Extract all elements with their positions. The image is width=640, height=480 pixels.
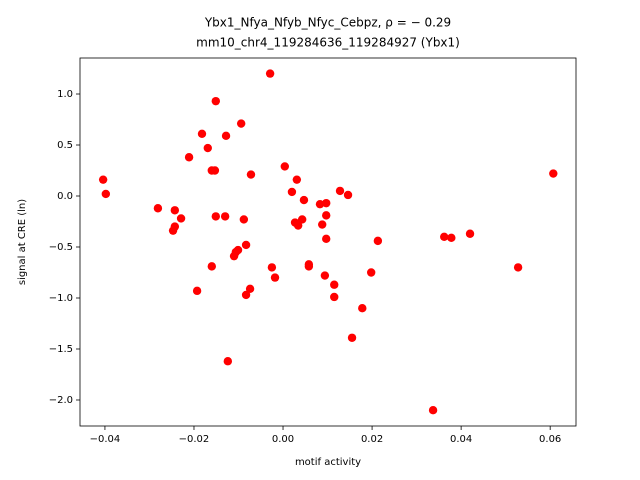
point: [297, 215, 307, 224]
point: [245, 284, 255, 294]
point: [549, 169, 558, 178]
point: [330, 280, 339, 289]
x-tick-label: 0.00: [272, 434, 294, 445]
y-tick-label: 0.5: [57, 140, 73, 151]
point: [440, 232, 449, 241]
point: [236, 119, 246, 128]
point: [318, 220, 327, 229]
point: [98, 175, 108, 184]
point: [246, 170, 256, 179]
point: [220, 212, 230, 221]
point: [211, 212, 220, 221]
point: [184, 153, 194, 162]
y-tick-label: −1.5: [49, 344, 73, 355]
point: [153, 204, 163, 213]
x-axis-label: motif activity: [295, 457, 361, 468]
point: [330, 292, 339, 302]
point: [192, 286, 202, 296]
point: [299, 195, 309, 205]
point: [223, 357, 233, 366]
y-tick-label: −2.0: [49, 395, 73, 406]
point: [221, 131, 231, 141]
plot-frame: [79, 57, 577, 427]
point: [210, 166, 220, 175]
point: [304, 262, 314, 271]
point: [239, 215, 249, 224]
point: [170, 206, 180, 215]
point: [207, 262, 216, 271]
point: [373, 236, 383, 246]
point: [428, 405, 438, 415]
point: [335, 186, 345, 196]
point: [241, 290, 251, 300]
x-tick-label: 0.06: [539, 434, 561, 445]
chart-title: Ybx1_Nfya_Nfyb_Nfyc_Cebpz, ρ = − 0.29: [204, 16, 451, 30]
point: [315, 199, 325, 209]
point: [513, 263, 523, 272]
point: [465, 229, 475, 238]
point: [320, 271, 330, 280]
x-tick-label: 0.02: [361, 434, 383, 445]
point: [343, 190, 353, 200]
point: [265, 69, 275, 78]
point: [447, 233, 456, 243]
point: [267, 263, 277, 272]
point: [233, 245, 243, 255]
point: [322, 234, 331, 244]
x-tick-label: −0.02: [179, 434, 210, 445]
y-tick-label: 1.0: [57, 89, 73, 100]
point: [322, 198, 331, 208]
point: [293, 221, 303, 230]
y-tick-label: −1.0: [49, 293, 73, 304]
point: [347, 333, 357, 342]
point: [358, 303, 367, 313]
chart-subtitle: mm10_chr4_119284636_119284927 (Ybx1): [196, 36, 460, 50]
point: [101, 189, 111, 199]
point: [203, 143, 212, 153]
point: [366, 268, 376, 277]
point: [287, 187, 297, 197]
point: [176, 214, 186, 223]
x-tick-label: −0.04: [90, 434, 121, 445]
point: [292, 175, 302, 184]
point: [168, 226, 178, 235]
y-tick-label: −0.5: [49, 242, 73, 253]
y-axis-label: signal at CRE (ln): [17, 199, 28, 285]
y-tick-label: 0.0: [57, 191, 73, 202]
point: [322, 211, 331, 220]
x-tick-label: 0.04: [450, 434, 472, 445]
point: [241, 240, 251, 250]
point: [211, 96, 220, 106]
point: [280, 162, 290, 171]
point: [197, 129, 207, 138]
point: [270, 273, 280, 282]
